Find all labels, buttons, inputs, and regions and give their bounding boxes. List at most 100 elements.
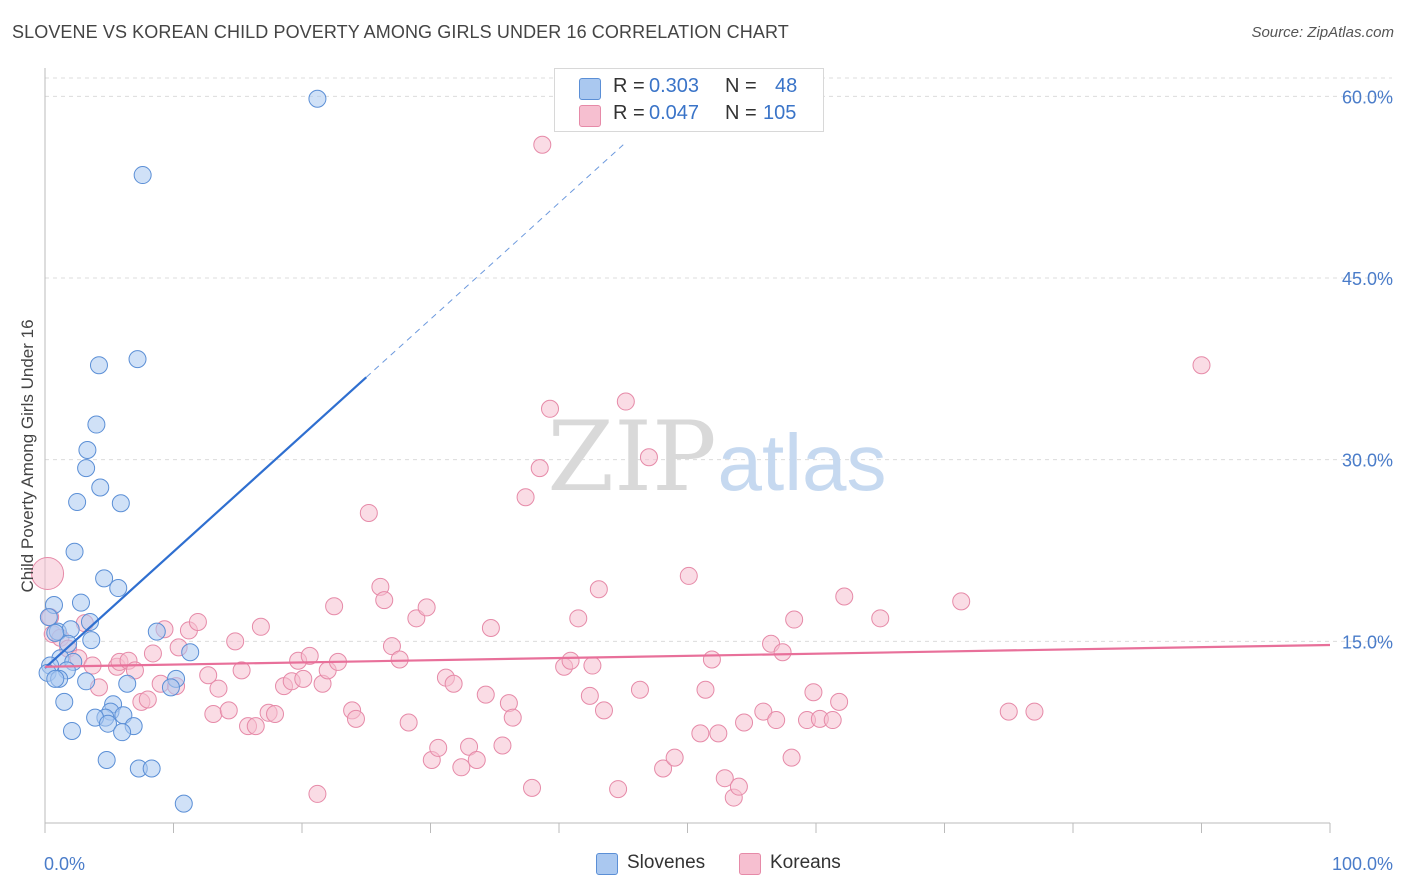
korean-point	[143, 644, 162, 663]
korean-point	[583, 656, 602, 675]
korean-point	[467, 751, 486, 770]
korean-point	[871, 609, 890, 628]
r-value: 0.047	[649, 102, 700, 124]
korean-point	[232, 661, 251, 680]
n-label: N =	[725, 75, 757, 97]
korean-point	[226, 632, 245, 651]
slovene-point	[46, 623, 65, 642]
korean-point	[785, 610, 804, 629]
korean-point	[493, 736, 512, 755]
slovenes-trend-line	[44, 376, 367, 669]
r-value: 0.303	[649, 75, 700, 97]
y-tick-label: 15.0%	[1342, 632, 1393, 652]
korean-point	[516, 488, 535, 507]
tick-labels: 15.0% 30.0% 45.0% 60.0% 0.0% 100.0%	[44, 87, 1393, 874]
korean-point	[639, 448, 658, 467]
slovene-point	[55, 692, 74, 711]
korean-point	[219, 701, 238, 720]
korean-point	[209, 679, 228, 698]
slovene-point	[46, 669, 65, 688]
korean-point	[399, 713, 418, 732]
axes	[44, 68, 1331, 833]
grid-lines	[45, 77, 1392, 642]
korean-point	[444, 674, 463, 693]
slovene-point	[65, 542, 84, 561]
korean-point	[390, 650, 409, 669]
korean-point	[999, 702, 1018, 721]
watermark-zip: ZIP	[547, 401, 716, 513]
korean-point	[654, 759, 673, 778]
slovenes-swatch	[579, 78, 601, 100]
slovene-point	[95, 569, 114, 588]
korean-point	[569, 609, 588, 628]
korean-point	[375, 591, 394, 610]
korean-point	[616, 392, 635, 411]
slovene-point	[39, 608, 58, 627]
korean-point	[696, 680, 715, 699]
korean-point	[1192, 356, 1211, 375]
korean-point	[754, 702, 773, 721]
korean-point	[767, 711, 786, 730]
watermark: ZIP atlas	[547, 401, 886, 513]
koreans-trend-line	[44, 643, 1331, 668]
slovene-point	[82, 631, 101, 650]
slovene-point	[161, 678, 180, 697]
y-tick-label: 45.0%	[1342, 269, 1393, 289]
korean-point	[530, 459, 549, 478]
korean-point	[382, 637, 401, 656]
korean-point	[481, 619, 500, 638]
source-credit: Source: ZipAtlas.com	[1251, 24, 1394, 41]
korean-point	[476, 685, 495, 704]
korean-point	[138, 690, 157, 709]
korean-point	[204, 705, 223, 723]
korean-point	[503, 708, 522, 727]
korean-point	[580, 686, 599, 705]
slovene-point	[181, 643, 200, 662]
x-tick-label: 100.0%	[1332, 854, 1393, 874]
korean-point	[804, 683, 823, 702]
slovene-point	[111, 494, 130, 513]
x-tick-label: 0.0%	[44, 854, 85, 874]
korean-point	[952, 592, 971, 611]
slovene-point	[59, 634, 78, 653]
korean-point	[300, 646, 319, 665]
y-tick-label: 60.0%	[1342, 87, 1393, 107]
korean-point	[665, 748, 684, 767]
slovene-point	[77, 672, 96, 691]
slovene-point	[308, 89, 327, 108]
korean-point	[31, 557, 65, 591]
korean-point	[308, 784, 327, 803]
slovene-point	[142, 759, 161, 778]
koreans-legend-label: Koreans	[770, 852, 841, 873]
korean-point	[1025, 702, 1044, 721]
korean-point	[609, 780, 628, 799]
korean-point	[188, 612, 207, 631]
korean-point	[735, 713, 754, 732]
korean-point	[561, 651, 580, 670]
korean-point	[359, 503, 378, 522]
slovenes-legend-label: Slovenes	[627, 852, 706, 873]
korean-point	[830, 692, 849, 711]
slovene-point	[128, 350, 147, 369]
slovenes-legend-swatch	[596, 853, 618, 875]
slovene-point	[91, 478, 110, 497]
korean-point	[460, 737, 479, 756]
slovene-point	[62, 721, 81, 740]
chart-title: SLOVENE VS KOREAN CHILD POVERTY AMONG GI…	[12, 22, 789, 42]
n-value: 105	[763, 102, 797, 124]
korean-point	[452, 758, 471, 777]
stats-legend: R = 0.303 N = 48 R = 0.047 N = 105	[554, 68, 824, 132]
korean-point	[523, 778, 542, 797]
r-label: R =	[613, 102, 645, 124]
slovene-point	[71, 593, 90, 612]
korean-point	[417, 598, 436, 617]
korean-point	[294, 669, 313, 688]
korean-point	[679, 566, 698, 585]
korean-point	[429, 738, 448, 757]
korean-point	[533, 135, 552, 154]
korean-point	[630, 680, 649, 699]
korean-point	[251, 617, 270, 636]
korean-point	[702, 650, 721, 669]
korean-point	[266, 705, 285, 723]
korean-point	[715, 769, 734, 788]
